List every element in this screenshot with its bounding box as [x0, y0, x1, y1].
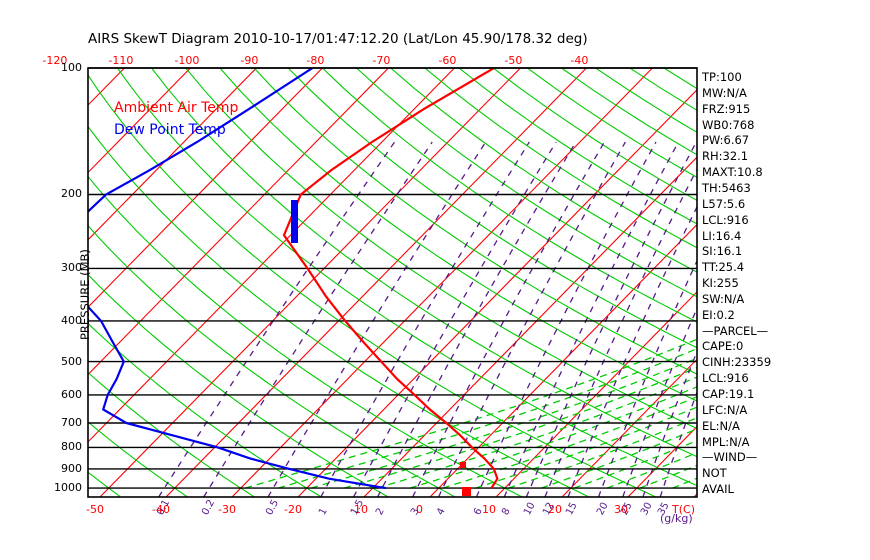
- stat-line-26: AVAIL: [702, 482, 734, 497]
- top-temp-label-neg110: -110: [108, 54, 134, 67]
- top-temp-label-neg90: -90: [240, 54, 259, 67]
- bottom-temp-label-neg40: -40: [152, 503, 170, 516]
- isobar-lines: [88, 67, 697, 489]
- moist-adiabat-lines: [245, 338, 697, 489]
- bottom-temp-label-neg50: -50: [86, 503, 104, 516]
- pressure-label-200: 200: [61, 187, 82, 201]
- top-temp-label-neg120: -120: [42, 54, 68, 67]
- pressure-label-700: 700: [61, 416, 82, 430]
- top-temp-label-neg100: -100: [174, 54, 200, 67]
- ambient-mid-marker: [460, 462, 466, 468]
- profile-layer: [88, 68, 499, 496]
- ambient-surface-marker: [462, 487, 471, 496]
- bottom-temp-label-neg10: -10: [350, 503, 368, 516]
- top-temp-label-neg80: -80: [306, 54, 325, 67]
- stat-line-23: MPL:N/A: [702, 434, 750, 449]
- stat-line-3: WB0:768: [702, 117, 755, 132]
- plot-frame: [87, 67, 698, 498]
- pressure-label-500: 500: [61, 354, 82, 368]
- page-title: AIRS SkewT Diagram 2010-10-17/01:47:12.2…: [88, 31, 588, 47]
- pressure-label-100: 100: [61, 61, 82, 74]
- stat-line-5: RH:32.1: [702, 149, 749, 164]
- stat-line-16: —PARCEL—: [702, 323, 769, 338]
- bottom-temp-label-neg20: -20: [284, 503, 302, 516]
- stat-line-24: —WIND—: [702, 450, 758, 465]
- pressure-label-400: 400: [61, 313, 82, 327]
- legend-ambient-temp: Ambient Air Temp: [114, 100, 239, 116]
- stat-line-13: KI:255: [702, 276, 739, 291]
- stat-line-7: TH:5463: [702, 180, 751, 195]
- dry-adiabat-lines: [88, 68, 697, 497]
- stat-line-17: CAPE:0: [702, 339, 744, 354]
- pressure-label-900: 900: [61, 461, 82, 475]
- temperature-unit-label: T(C): [672, 503, 695, 516]
- stat-line-21: LFC:N/A: [702, 402, 748, 417]
- stat-line-18: CINH:23359: [702, 355, 772, 370]
- legend-dew-point: Dew Point Temp: [114, 122, 226, 138]
- top-temp-label-neg70: -70: [372, 54, 391, 67]
- top-temp-label-neg60: -60: [438, 54, 457, 67]
- bottom-temp-label-10: 10: [482, 503, 496, 516]
- stat-line-11: SI:16.1: [702, 244, 743, 259]
- bottom-temp-label-neg30: -30: [218, 503, 236, 516]
- pressure-label-800: 800: [61, 440, 82, 454]
- dew-point-saturated-segment: [291, 200, 298, 243]
- stat-line-19: LCL:916: [702, 371, 749, 386]
- stat-line-4: PW:6.67: [702, 133, 750, 148]
- stat-line-0: TP:100: [702, 70, 742, 84]
- stat-line-25: NOT: [702, 466, 727, 481]
- stat-line-15: EI:0.2: [702, 307, 735, 322]
- stat-line-2: FRZ:915: [702, 101, 751, 116]
- stat-line-1: MW:N/A: [702, 85, 747, 100]
- bottom-temp-label-0: 0: [416, 503, 423, 516]
- mixing-ratio-unit-label: (g/kg): [660, 512, 693, 525]
- ambient-temp-curve: [282, 68, 499, 489]
- stat-line-9: LCL:916: [702, 212, 749, 227]
- pressure-label-600: 600: [61, 387, 82, 401]
- pressure-label-300: 300: [61, 261, 82, 275]
- pressure-label-1000: 1000: [54, 481, 82, 495]
- isotherm-lines: [88, 68, 697, 497]
- stat-line-22: EL:N/A: [702, 418, 740, 433]
- stat-line-10: LI:16.4: [702, 228, 742, 243]
- stat-line-8: L57:5.6: [702, 196, 746, 211]
- stat-line-14: SW:N/A: [702, 291, 745, 306]
- stat-line-6: MAXT:10.8: [702, 165, 763, 180]
- top-temp-label-neg40: -40: [570, 54, 589, 67]
- dew-point-curve: [88, 68, 387, 490]
- stat-line-12: TT:25.4: [702, 260, 745, 275]
- bottom-temp-label-20: 20: [548, 503, 562, 516]
- bottom-temp-label-30: 30: [614, 503, 628, 516]
- top-temp-label-neg50: -50: [504, 54, 523, 67]
- stat-line-20: CAP:19.1: [702, 387, 755, 401]
